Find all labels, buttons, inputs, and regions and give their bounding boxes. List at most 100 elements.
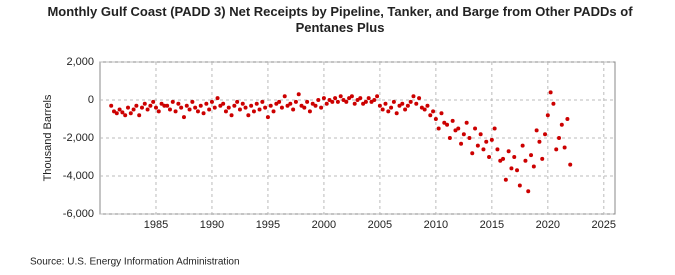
- point: [296, 92, 301, 97]
- point: [492, 126, 497, 131]
- point: [498, 158, 503, 163]
- point: [557, 136, 562, 140]
- y-axis-label: Thousand Barrels: [42, 94, 54, 181]
- x-tick-label: 1990: [200, 219, 224, 231]
- point: [251, 109, 256, 114]
- point: [223, 109, 228, 114]
- point: [470, 151, 475, 156]
- point: [209, 99, 214, 104]
- point: [151, 99, 156, 104]
- plot-frame: [99, 61, 616, 215]
- point: [341, 98, 346, 102]
- point: [159, 101, 164, 106]
- point: [529, 153, 534, 158]
- point: [386, 109, 391, 114]
- point: [162, 103, 167, 108]
- point: [148, 103, 153, 108]
- point: [221, 101, 226, 106]
- point: [335, 99, 340, 104]
- point: [254, 101, 259, 106]
- point: [380, 107, 385, 112]
- point: [111, 109, 116, 114]
- point: [363, 99, 368, 104]
- point: [391, 99, 396, 104]
- point: [117, 107, 122, 112]
- point: [338, 94, 343, 99]
- point: [109, 103, 114, 108]
- point: [173, 109, 178, 114]
- point: [274, 101, 279, 106]
- point: [377, 103, 382, 108]
- x-tick-label: 2020: [536, 219, 560, 231]
- source: Source: U.S. Energy Information Administ…: [30, 257, 240, 268]
- point: [450, 118, 455, 123]
- point: [123, 113, 128, 118]
- point: [307, 109, 312, 114]
- point: [503, 177, 508, 182]
- point: [442, 120, 447, 125]
- point: [128, 111, 133, 116]
- point: [559, 122, 564, 127]
- point: [517, 183, 522, 188]
- point: [153, 105, 158, 110]
- point: [327, 98, 332, 102]
- point: [176, 101, 181, 106]
- point: [537, 139, 542, 144]
- point: [433, 117, 438, 121]
- point: [316, 98, 321, 102]
- x-tick-label: 2010: [424, 219, 448, 231]
- point: [417, 96, 422, 101]
- point: [397, 103, 402, 108]
- point: [506, 149, 511, 154]
- point: [389, 105, 394, 110]
- point: [481, 147, 486, 152]
- point: [534, 128, 539, 133]
- point: [179, 105, 184, 110]
- point: [114, 111, 119, 116]
- point: [459, 141, 464, 146]
- point: [193, 105, 198, 110]
- point: [237, 107, 242, 112]
- point: [352, 101, 357, 106]
- point: [330, 99, 335, 104]
- point: [461, 132, 466, 137]
- point: [167, 107, 172, 112]
- point: [445, 122, 450, 127]
- point: [431, 109, 436, 114]
- point: [355, 98, 360, 102]
- x-tick-label: 2015: [480, 219, 504, 231]
- point: [293, 99, 298, 104]
- point: [299, 103, 304, 108]
- point: [268, 103, 273, 108]
- point: [288, 101, 293, 106]
- point: [271, 109, 276, 114]
- point: [131, 107, 136, 112]
- point: [366, 96, 371, 101]
- point: [414, 101, 419, 106]
- point: [207, 107, 212, 112]
- point: [235, 99, 240, 104]
- point: [125, 105, 130, 110]
- point: [473, 126, 478, 131]
- point: [361, 101, 366, 106]
- point: [509, 166, 514, 171]
- point: [403, 107, 408, 112]
- point: [156, 109, 161, 114]
- x-tick-label: 1995: [256, 219, 280, 231]
- y-tick-label: 2,000: [66, 56, 94, 68]
- point: [218, 103, 223, 108]
- point: [425, 103, 430, 108]
- y-tick-label: -4,000: [63, 170, 94, 182]
- point: [170, 99, 175, 104]
- point: [562, 145, 567, 150]
- point: [240, 101, 245, 106]
- point: [394, 111, 399, 116]
- point: [475, 143, 480, 148]
- x-tick-label: 2000: [312, 219, 336, 231]
- point: [195, 109, 200, 114]
- point: [408, 99, 413, 104]
- point: [333, 96, 338, 101]
- x-tick-label: 1985: [144, 219, 168, 231]
